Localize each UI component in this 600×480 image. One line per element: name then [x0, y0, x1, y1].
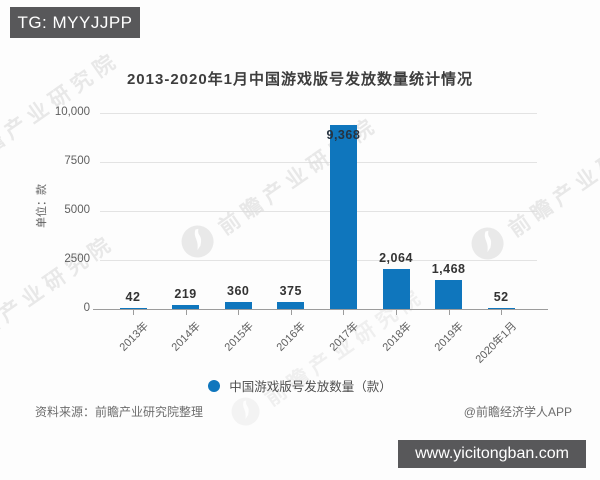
legend-dot-icon: [208, 379, 221, 392]
chart-title: 2013-2020年1月中国游戏版号发放数量统计情况: [126, 71, 474, 88]
x-tick: [185, 310, 187, 315]
watermark-text: 前瞻产业研究院: [504, 114, 600, 242]
qianzhan-logo-icon: [226, 392, 268, 435]
y-tick-label: 5000: [64, 204, 90, 216]
x-tick-label: 2013年: [117, 320, 151, 354]
x-tick: [133, 310, 134, 315]
x-tick: [238, 310, 240, 315]
credit-note: @前瞻经济学人APP: [463, 405, 572, 419]
bar-2020年1月: [487, 307, 515, 309]
bar-value-label: 1,468: [431, 262, 466, 277]
x-tick: [343, 310, 345, 315]
bottom-badge: www.yicitongban.com: [398, 440, 586, 468]
bar-value-label: 9,368: [326, 128, 361, 143]
y-axis-unit-label: 单位：款: [36, 184, 48, 228]
bar-value-label: 42: [125, 289, 141, 304]
x-axis-line: [93, 309, 548, 310]
top-badge: TG: MYYJJPP: [10, 7, 140, 38]
x-tick-label: 2016年: [274, 320, 309, 354]
gridline: [100, 162, 537, 163]
legend-label: 中国游戏版号发放数量（款）: [229, 380, 392, 394]
x-tick-label: 2017年: [327, 320, 362, 354]
source-note: 资料来源：前瞻产业研究院整理: [35, 405, 204, 419]
bar-2015年: [224, 301, 252, 309]
x-tick: [290, 310, 292, 315]
bar-2019年: [435, 280, 463, 309]
bar-value-label: 52: [493, 289, 509, 304]
bar-value-label: 2,064: [379, 250, 413, 265]
bar-2014年: [172, 304, 200, 309]
bar-value-label: 219: [174, 286, 197, 301]
x-tick-label: 2014年: [169, 320, 204, 354]
x-tick: [501, 310, 503, 315]
x-tick-label: 2020年1月: [473, 320, 519, 366]
bar-2017年: [329, 125, 357, 309]
x-tick-label: 2018年: [380, 320, 414, 354]
bar-2018年: [382, 268, 410, 309]
y-tick-label: 0: [83, 302, 90, 314]
watermark: 前瞻产业研究院: [465, 107, 600, 270]
bar-value-label: 375: [279, 283, 302, 298]
y-tick-label: 7500: [64, 155, 90, 167]
bar-2016年: [277, 301, 305, 309]
y-tick-label: 2500: [64, 253, 90, 265]
gridline: [100, 211, 537, 212]
x-tick: [448, 310, 450, 315]
gridline: [100, 113, 537, 114]
y-tick-label: 10,000: [54, 106, 90, 118]
x-tick: [396, 310, 397, 315]
x-tick-label: 2015年: [222, 320, 256, 354]
bar-value-label: 360: [227, 283, 250, 298]
gridline: [100, 260, 537, 261]
bar-2013年: [119, 307, 147, 309]
x-tick-label: 2019年: [432, 320, 467, 354]
legend: 中国游戏版号发放数量（款）: [0, 376, 600, 395]
